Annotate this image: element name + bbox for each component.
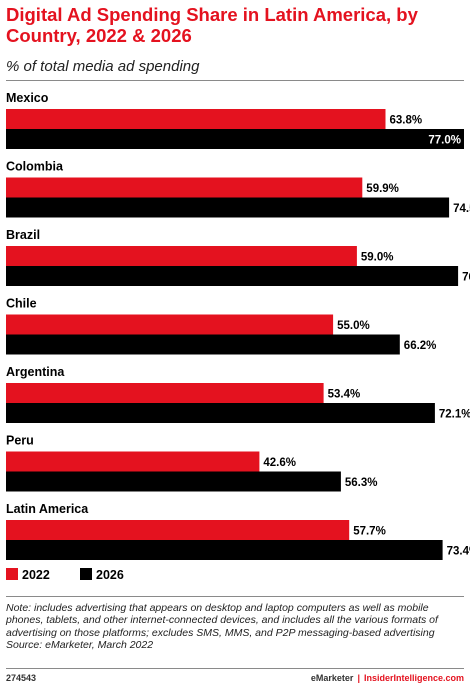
data-label-mexico-2022: 63.8% [390, 115, 423, 127]
chart-subtitle: % of total media ad spending [6, 58, 200, 75]
legend-label-2026: 2026 [96, 568, 124, 582]
category-label-brazil: Brazil [6, 228, 40, 242]
data-label-argentina-2026: 72.1% [439, 409, 470, 421]
chart-title: Digital Ad Spending Share in Latin Ameri… [6, 4, 418, 46]
legend-item-2022: 2022 [6, 568, 50, 582]
legend-label-2022: 2022 [22, 568, 50, 582]
legend-item-2026: 2026 [80, 568, 124, 582]
bar-brazil-2022 [6, 246, 357, 266]
data-label-latin-america-2022: 57.7% [353, 526, 386, 538]
chart-id: 274543 [6, 673, 37, 683]
data-label-brazil-2022: 59.0% [361, 252, 394, 264]
category-label-mexico: Mexico [6, 91, 49, 105]
data-label-chile-2026: 66.2% [404, 340, 437, 352]
legend-swatch-2022 [6, 568, 18, 580]
data-label-colombia-2022: 59.9% [366, 183, 399, 195]
data-label-latin-america-2026: 73.4% [447, 546, 470, 558]
data-label-brazil-2026: 76.0% [462, 272, 470, 284]
footer-divider [6, 596, 464, 597]
bar-argentina-2026 [6, 403, 435, 423]
data-label-mexico-2026: 77.0% [428, 135, 461, 147]
data-label-colombia-2026: 74.5% [453, 203, 470, 215]
footer-brand: eMarketer | InsiderIntelligence.com [311, 673, 464, 683]
brand-separator: | [357, 673, 360, 683]
bottom-divider [6, 668, 464, 669]
category-label-chile: Chile [6, 297, 37, 311]
bar-latin-america-2026 [6, 540, 443, 560]
data-label-peru-2026: 56.3% [345, 477, 378, 489]
bar-peru-2022 [6, 451, 260, 472]
bar-chart: Mexico 63.8% 77.0% Colombia 59.9% 74.5% Brazil… [6, 91, 470, 560]
bar-latin-america-2022 [6, 520, 350, 540]
bar-colombia-2022 [6, 177, 363, 198]
header-divider [6, 80, 464, 81]
bar-mexico-2026 [6, 129, 464, 149]
bar-brazil-2026 [6, 266, 459, 286]
bar-chile-2022 [6, 314, 334, 335]
category-label-colombia: Colombia [6, 160, 64, 174]
footnote-note: Note: includes advertising that appears … [6, 602, 438, 639]
bar-argentina-2022 [6, 383, 324, 403]
brand-site: InsiderIntelligence.com [363, 673, 464, 683]
legend-swatch-2026 [80, 568, 92, 580]
category-label-latin-america: Latin America [6, 502, 89, 516]
footnote-source: Source: eMarketer, March 2022 [6, 638, 154, 651]
data-label-argentina-2022: 53.4% [328, 389, 361, 401]
bar-mexico-2022 [6, 109, 386, 129]
bar-chile-2026 [6, 334, 400, 355]
data-label-peru-2022: 42.6% [263, 457, 296, 469]
footnote: Note: includes advertising that appears … [6, 602, 464, 651]
bar-peru-2026 [6, 471, 341, 492]
category-label-argentina: Argentina [6, 365, 65, 379]
bar-colombia-2026 [6, 197, 450, 218]
data-label-chile-2022: 55.0% [337, 320, 370, 332]
brand-name: eMarketer [310, 673, 354, 683]
category-label-peru: Peru [6, 434, 34, 448]
